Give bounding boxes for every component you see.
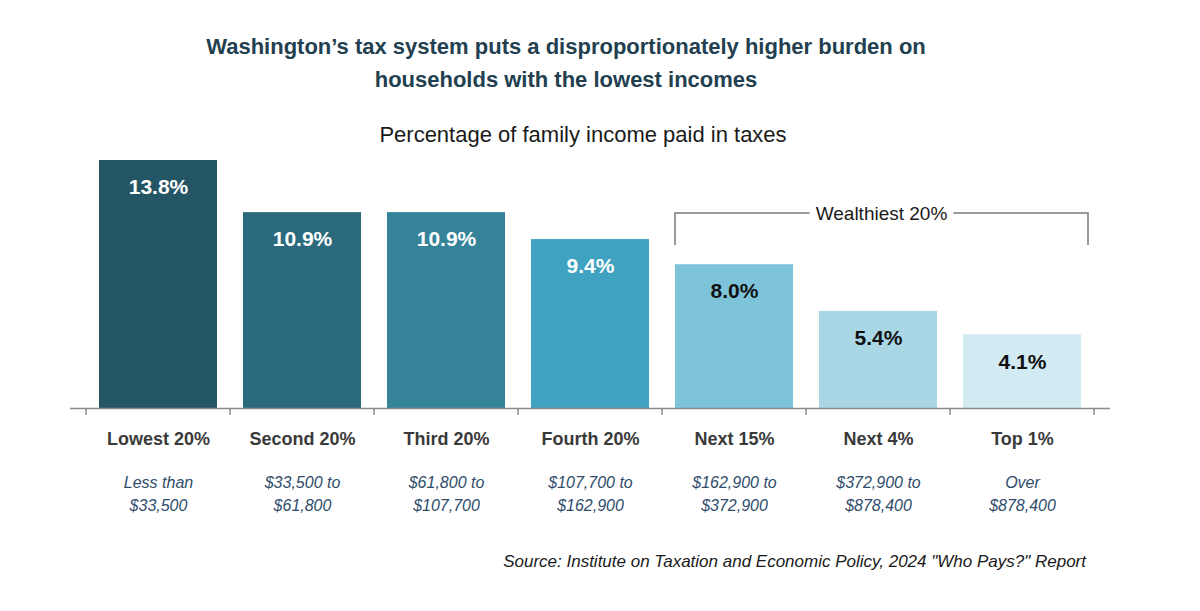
html-text:Washington’s tax system puts a: Washington’s tax system puts a dispropor… xyxy=(206,34,926,92)
html-text:Source: Institute on Taxation: Source: Institute on Taxation and Econom… xyxy=(503,552,1086,571)
svg-text:Top 1%: Top 1% xyxy=(991,429,1054,449)
svg-text:Less than$33,500: Less than$33,500 xyxy=(124,474,193,514)
svg-text:Second 20%: Second 20% xyxy=(249,429,355,449)
svg-text:$372,900 to$878,400: $372,900 to$878,400 xyxy=(835,474,921,514)
svg-text:$33,500 to$61,800: $33,500 to$61,800 xyxy=(264,474,341,514)
svg-text:8.0%: 8.0% xyxy=(711,279,759,302)
svg-text:9.4%: 9.4% xyxy=(567,254,615,277)
html-text:Percentage of family income pa: Percentage of family income paid in taxe… xyxy=(379,122,787,147)
svg-text:Third 20%: Third 20% xyxy=(403,429,489,449)
svg-text:4.1%: 4.1% xyxy=(999,350,1047,373)
svg-text:$107,700 to$162,900: $107,700 to$162,900 xyxy=(547,474,633,514)
svg-text:10.9%: 10.9% xyxy=(273,227,333,250)
svg-text:Lowest 20%: Lowest 20% xyxy=(107,429,210,449)
svg-text:Next 15%: Next 15% xyxy=(694,429,774,449)
svg-text:13.8%: 13.8% xyxy=(129,175,189,198)
svg-text:10.9%: 10.9% xyxy=(417,227,477,250)
svg-text:$61,800 to$107,700: $61,800 to$107,700 xyxy=(408,474,485,514)
svg-text:5.4%: 5.4% xyxy=(855,326,903,349)
svg-text:Wealthiest 20%: Wealthiest 20% xyxy=(816,203,948,224)
svg-text:Over$878,400: Over$878,400 xyxy=(988,474,1056,514)
svg-text:Next 4%: Next 4% xyxy=(843,429,913,449)
svg-text:Fourth 20%: Fourth 20% xyxy=(541,429,639,449)
svg-text:$162,900 to$372,900: $162,900 to$372,900 xyxy=(691,474,777,514)
